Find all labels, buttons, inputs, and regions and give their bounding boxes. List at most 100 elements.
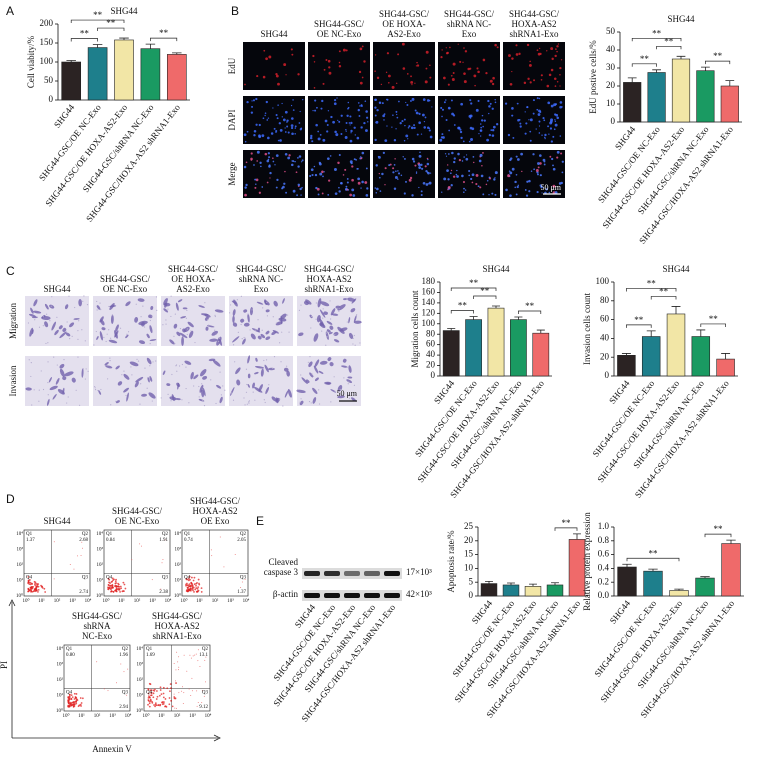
cell — [125, 334, 129, 339]
cell — [375, 192, 378, 194]
bar — [623, 82, 642, 123]
cell — [379, 190, 382, 192]
cell — [477, 185, 480, 188]
pore — [321, 330, 323, 332]
cell — [341, 365, 348, 368]
column-header: SHG44-GSC/ — [100, 274, 151, 284]
cell — [322, 175, 324, 178]
cell — [451, 78, 455, 82]
pore — [56, 364, 58, 366]
cell — [364, 129, 368, 132]
cell — [439, 138, 443, 142]
cell — [486, 138, 489, 142]
event — [72, 705, 75, 708]
cell — [59, 368, 65, 377]
pore — [34, 319, 36, 321]
cell — [411, 97, 415, 101]
pore — [353, 384, 356, 386]
pore — [38, 326, 41, 328]
cell — [171, 394, 175, 402]
micrograph — [161, 296, 225, 346]
event — [149, 683, 152, 686]
cell — [253, 129, 257, 133]
cell — [554, 54, 557, 58]
cell — [427, 171, 430, 175]
cell — [78, 298, 82, 307]
pore — [137, 360, 140, 362]
event — [189, 654, 191, 656]
cell — [300, 194, 302, 196]
y-axis-label: Relative protein expression — [582, 512, 592, 611]
cell — [523, 81, 527, 85]
cell — [550, 68, 554, 72]
cell — [547, 101, 551, 105]
event — [75, 702, 78, 705]
cell — [331, 313, 339, 316]
cell — [305, 299, 312, 305]
cell — [455, 173, 458, 176]
cell — [284, 152, 288, 156]
blot-size: 17×10³ — [406, 567, 432, 577]
bar — [487, 307, 505, 377]
cell — [488, 112, 490, 115]
cell — [509, 82, 513, 86]
cell — [359, 47, 363, 51]
cell — [319, 360, 328, 365]
cell — [554, 191, 558, 195]
y-tick-label: 1.0 — [598, 521, 610, 531]
event — [173, 696, 176, 698]
cell — [313, 165, 316, 168]
event — [170, 699, 172, 702]
pore — [245, 391, 248, 393]
cell — [404, 124, 406, 127]
decade-label: 10⁴ — [205, 713, 212, 719]
event — [118, 588, 121, 591]
micrograph — [373, 42, 435, 90]
quadrant-name: Q3 — [240, 576, 247, 581]
pore — [69, 338, 71, 340]
cell — [277, 139, 280, 142]
cell — [447, 186, 451, 189]
event — [123, 583, 126, 586]
pore — [264, 401, 266, 404]
event — [190, 576, 193, 579]
pore — [162, 324, 164, 326]
pore — [174, 313, 176, 315]
event — [73, 692, 76, 695]
event — [205, 681, 207, 683]
cell — [115, 324, 119, 332]
cell — [422, 98, 426, 101]
pore — [67, 396, 69, 398]
cell — [251, 100, 253, 102]
cell — [348, 365, 352, 373]
cell — [508, 54, 511, 57]
event — [114, 582, 117, 585]
cell — [333, 168, 337, 171]
cell — [348, 332, 354, 339]
cell — [255, 357, 258, 362]
cell — [344, 168, 347, 171]
cell — [468, 140, 471, 143]
cell — [250, 152, 253, 155]
pore — [254, 329, 256, 331]
cell — [285, 191, 288, 194]
y-tick-label: 100 — [422, 318, 436, 328]
plot-title: shRNA — [83, 621, 111, 631]
event — [28, 589, 31, 592]
cell — [294, 127, 296, 129]
pore — [160, 397, 162, 399]
cell — [314, 99, 317, 102]
significance-bracket — [518, 310, 542, 314]
cell — [347, 107, 349, 110]
decade-label: 10⁰ — [142, 713, 149, 719]
bar — [617, 355, 636, 377]
cell — [544, 138, 546, 140]
quadrant-name: Q2 — [202, 647, 209, 652]
pore — [47, 394, 49, 396]
significance-label: ** — [93, 10, 103, 20]
event — [189, 589, 191, 592]
decade-label: 10⁴ — [165, 598, 172, 604]
cell — [184, 360, 192, 365]
pore — [229, 312, 231, 314]
significance-label: ** — [640, 54, 650, 64]
